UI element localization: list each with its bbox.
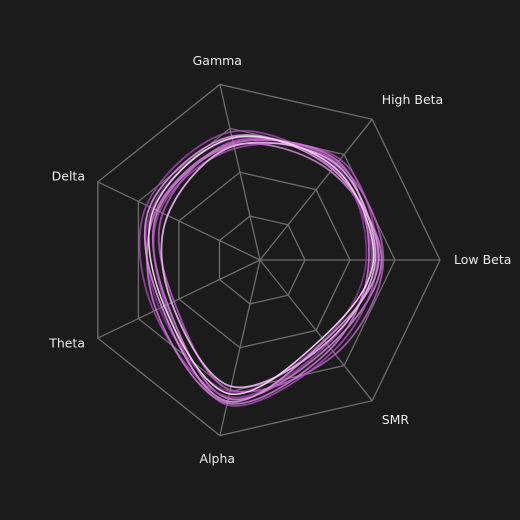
series-line-5	[157, 137, 385, 393]
axis-spoke	[219, 84, 261, 261]
axis-label-gamma: Gamma	[193, 53, 242, 68]
series-line-1	[147, 135, 375, 395]
axis-label-low-beta: Low Beta	[454, 252, 511, 267]
series-line-3	[143, 134, 380, 403]
series-line-2	[160, 141, 377, 389]
axis-spoke	[259, 118, 373, 261]
grid-ring-2	[178, 171, 351, 349]
axis-spoke	[97, 259, 261, 339]
axis-label-smr: SMR	[382, 412, 410, 427]
axis-spoke	[97, 181, 261, 261]
axis-label-high-beta: High Beta	[382, 92, 444, 107]
axis-spoke	[259, 259, 373, 402]
series-line-4	[146, 139, 370, 405]
series-line-6	[138, 129, 373, 399]
grid-ring-1	[218, 215, 306, 305]
series-line-7	[152, 142, 378, 407]
axis-label-theta: Theta	[48, 335, 85, 350]
axis-spoke	[219, 259, 261, 436]
axis-label-delta: Delta	[52, 169, 85, 184]
grid-ring-4	[97, 83, 441, 437]
axis-label-alpha: Alpha	[200, 451, 236, 466]
radar-series-group	[138, 129, 385, 407]
axis-labels: Low Beta High Beta Gamma Delta Theta Alpha SMR	[48, 53, 511, 466]
